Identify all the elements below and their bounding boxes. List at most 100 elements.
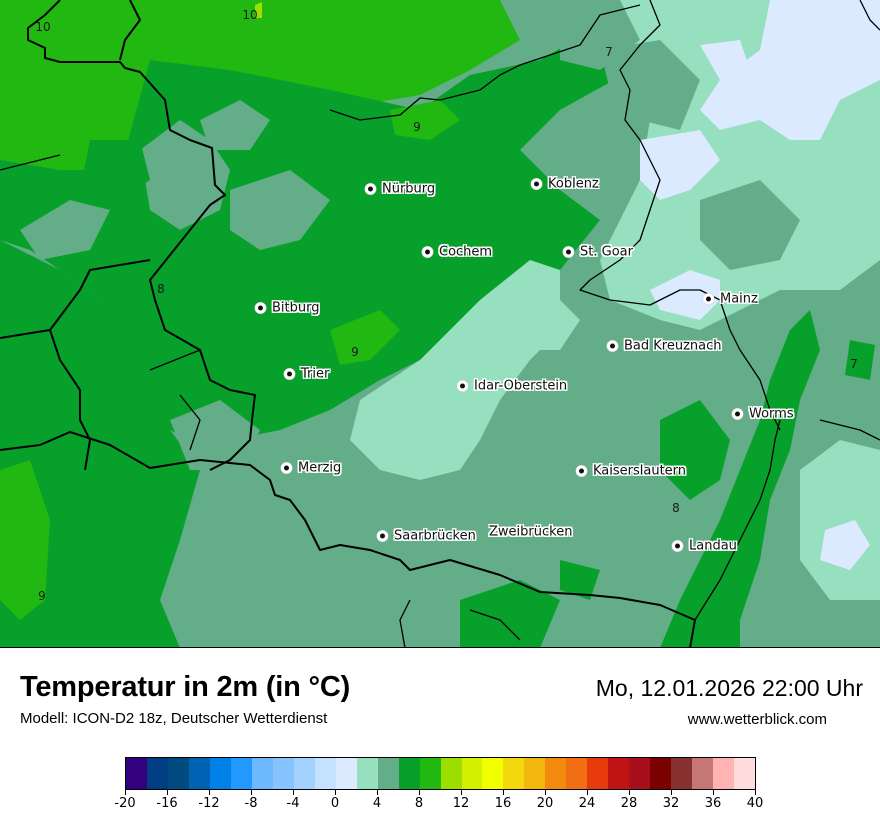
city-label: Merzig (298, 460, 342, 476)
colorbar-tick-label: 36 (704, 796, 722, 811)
city-nurburg[interactable]: Nürburg (365, 182, 435, 197)
city-marker-icon (672, 540, 683, 552)
city-idar-oberstein[interactable]: Idar-Oberstein (457, 379, 567, 394)
city-marker-icon (281, 462, 292, 474)
contour-label: 9 (413, 120, 421, 134)
city-bad-kreuznach[interactable]: Bad Kreuznach (607, 339, 722, 354)
city-marker-icon (422, 246, 433, 258)
city-koblenz[interactable]: Koblenz (531, 177, 599, 192)
city-label: Mainz (720, 291, 758, 307)
city-marker-icon (607, 340, 618, 352)
city-trier[interactable]: Trier (284, 367, 329, 382)
colorbar-swatch (650, 758, 672, 789)
forecast-datetime: Mo, 12.01.2026 22:00 Uhr (595, 675, 863, 701)
city-kaiserslautern[interactable]: Kaiserslautern (576, 464, 686, 479)
colorbar-swatch (440, 758, 462, 789)
city-saarbrucken[interactable]: Saarbrücken (377, 529, 476, 544)
colorbar-tick (293, 790, 294, 795)
city-label: Trier (301, 366, 330, 382)
city-bitburg[interactable]: Bitburg (255, 301, 320, 316)
colorbar-tick-label: 20 (536, 796, 554, 811)
colorbar-swatch (126, 758, 147, 789)
colorbar-tick (377, 790, 378, 795)
colorbar-swatch (587, 758, 609, 789)
colorbar-swatch (419, 758, 441, 789)
colorbar-tick (461, 790, 462, 795)
city-worms[interactable]: Worms (732, 407, 794, 422)
colorbar-tick (587, 790, 588, 795)
colorbar-swatch (146, 758, 168, 789)
city-mainz[interactable]: Mainz (703, 292, 758, 307)
city-label: St. Goar (580, 244, 633, 260)
city-marker-icon (365, 183, 376, 195)
city-marker-icon (457, 380, 468, 392)
colorbar-swatch (545, 758, 567, 789)
colorbar-tick-label: 40 (746, 796, 764, 811)
colorbar-tick-label: 4 (372, 796, 382, 811)
contour-label: 10 (242, 8, 258, 22)
city-label: Bitburg (272, 300, 320, 316)
colorbar-tick (671, 790, 672, 795)
colorbar-swatch (713, 758, 735, 789)
map-footer: Temperatur in 2m (in °C) Modell: ICON-D2… (0, 649, 880, 830)
city-cochem[interactable]: Cochem (422, 245, 492, 260)
contour-label: 7 (605, 45, 613, 59)
colorbar-tick-label: -8 (244, 796, 258, 811)
colorbar-tick (251, 790, 252, 795)
city-marker-icon (377, 530, 388, 542)
colorbar-tick (629, 790, 630, 795)
city-marker-icon (563, 246, 574, 258)
colorbar-swatch (671, 758, 693, 789)
colorbar-swatch (230, 758, 252, 789)
city-marker-icon (703, 293, 714, 305)
model-info: Modell: ICON-D2 18z, Deutscher Wetterdie… (20, 710, 328, 727)
colorbar-ticks: -20 -16 -12 -8 -4 0 4 8 12 16 20 24 28 32 36 40 (114, 790, 763, 820)
city-marker-icon (255, 302, 266, 314)
contour-label: 9 (351, 345, 359, 359)
website-link[interactable]: www.wetterblick.com (687, 711, 827, 728)
city-label: Kaiserslautern (593, 463, 687, 479)
colorbar-tick-label: 12 (452, 796, 470, 811)
city-marker-icon (732, 408, 743, 420)
colorbar-swatch (335, 758, 357, 789)
colorbar-swatch (482, 758, 504, 789)
city-marker-icon (531, 178, 542, 190)
colorbar-tick-label: 32 (662, 796, 680, 811)
colorbar-swatch (356, 758, 378, 789)
city-label: Koblenz (548, 176, 599, 192)
temperature-map[interactable]: 10 10 9 7 8 9 7 8 9 Nürburg Koblenz Coch… (0, 0, 880, 648)
colorbar-swatch (209, 758, 231, 789)
map-title: Temperatur in 2m (in °C) (20, 671, 351, 703)
colorbar-swatch (608, 758, 630, 789)
city-marker-icon (284, 368, 295, 380)
city-label: Worms (749, 406, 794, 422)
city-label: Saarbrücken (394, 528, 476, 544)
colorbar-tick-label: -12 (198, 796, 220, 811)
colorbar-tick-label: 8 (414, 796, 424, 811)
colorbar-swatch (314, 758, 336, 789)
colorbar-swatch (524, 758, 546, 789)
city-zweibrucken[interactable]: Zweibrücken (489, 525, 572, 540)
city-label: Bad Kreuznach (624, 338, 722, 354)
colorbar-swatch (251, 758, 273, 789)
city-merzig[interactable]: Merzig (281, 461, 341, 476)
contour-label: 8 (157, 282, 165, 296)
colorbar-tick-label: 0 (330, 796, 340, 811)
city-st-goar[interactable]: St. Goar (563, 245, 633, 260)
colorbar-swatch (377, 758, 399, 789)
colorbar-tick-label: -20 (114, 796, 136, 811)
colorbar-swatch (503, 758, 525, 789)
city-landau[interactable]: Landau (672, 539, 737, 554)
contour-label: 9 (38, 589, 46, 603)
colorbar-swatch (629, 758, 651, 789)
colorbar-tick (545, 790, 546, 795)
contour-label: 7 (850, 357, 858, 371)
colorbar-swatch (692, 758, 714, 789)
colorbar-tick (335, 790, 336, 795)
city-label: Landau (689, 538, 737, 554)
colorbar-tick-label: 24 (578, 796, 596, 811)
colorbar-tick (503, 790, 504, 795)
colorbar-tick-label: -16 (156, 796, 178, 811)
contour-label: 8 (672, 501, 680, 515)
colorbar-swatch (398, 758, 420, 789)
